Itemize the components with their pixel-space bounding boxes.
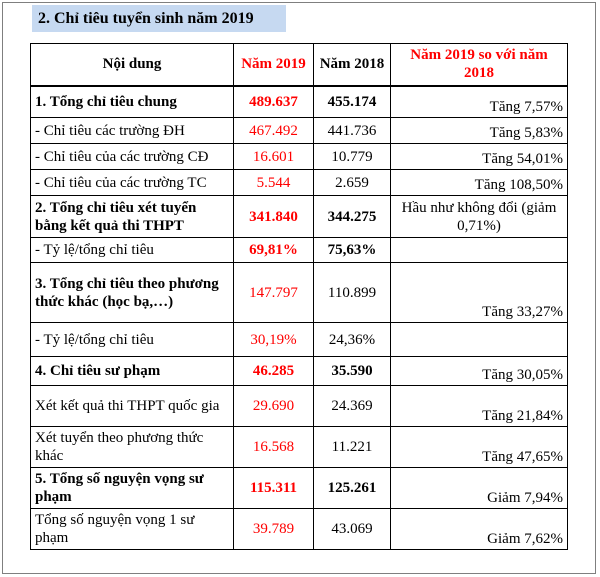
row-compare: Tăng 30,05% bbox=[390, 356, 568, 386]
row-value-2019: 69,81% bbox=[233, 237, 314, 263]
row-compare bbox=[390, 237, 568, 263]
row-value-2019: 489.637 bbox=[233, 85, 314, 118]
table-row: - Tỷ lệ/tổng chỉ tiêu 69,81% 75,63% bbox=[30, 237, 568, 263]
table-header-row: Nội dung Năm 2019 Năm 2018 Năm 2019 so v… bbox=[30, 43, 568, 87]
row-value-2018: 75,63% bbox=[313, 237, 391, 263]
row-value-2018: 441.736 bbox=[313, 117, 391, 144]
row-compare: Tăng 47,65% bbox=[390, 426, 568, 468]
header-compare: Năm 2019 so với năm 2018 bbox=[390, 43, 568, 87]
row-value-2019: 29.690 bbox=[233, 385, 314, 427]
row-value-2018: 344.275 bbox=[313, 195, 391, 238]
row-value-2019: 16.601 bbox=[233, 143, 314, 170]
enrollment-quota-table: Nội dung Năm 2019 Năm 2018 Năm 2019 so v… bbox=[30, 43, 568, 550]
row-compare: Tăng 33,27% bbox=[390, 262, 568, 323]
row-label: Xét tuyển theo phương thức khác bbox=[30, 426, 234, 468]
row-value-2018: 2.659 bbox=[313, 169, 391, 196]
row-label: 4. Chỉ tiêu sư phạm bbox=[30, 356, 234, 386]
row-value-2018: 43.069 bbox=[313, 508, 391, 550]
row-compare: Tăng 5,83% bbox=[390, 117, 568, 144]
table-row: 2. Tổng chỉ tiêu xét tuyển bằng kết quả … bbox=[30, 195, 568, 238]
row-label: - Tỷ lệ/tổng chỉ tiêu bbox=[30, 237, 234, 263]
table-row: 4. Chỉ tiêu sư phạm 46.285 35.590 Tăng 3… bbox=[30, 356, 568, 386]
row-compare: Giảm 7,94% bbox=[390, 467, 568, 509]
row-label: - Chỉ tiêu của các trường TC bbox=[30, 169, 234, 196]
row-label: 3. Tổng chỉ tiêu theo phương thức khác (… bbox=[30, 262, 234, 323]
row-compare: Tăng 54,01% bbox=[390, 143, 568, 170]
table-row: Xét tuyển theo phương thức khác 16.568 1… bbox=[30, 426, 568, 468]
table-row: - Chỉ tiêu của các trường TC 5.544 2.659… bbox=[30, 169, 568, 196]
row-value-2019: 46.285 bbox=[233, 356, 314, 386]
row-value-2019: 5.544 bbox=[233, 169, 314, 196]
row-label: 2. Tổng chỉ tiêu xét tuyển bằng kết quả … bbox=[30, 195, 234, 238]
row-value-2019: 39.789 bbox=[233, 508, 314, 550]
row-value-2018: 24.369 bbox=[313, 385, 391, 427]
row-label: - Chỉ tiêu của các trường CĐ bbox=[30, 143, 234, 170]
table-row: Xét kết quả thi THPT quốc gia 29.690 24.… bbox=[30, 385, 568, 427]
header-2018: Năm 2018 bbox=[313, 43, 391, 87]
row-compare: Tăng 108,50% bbox=[390, 169, 568, 196]
row-value-2018: 35.590 bbox=[313, 356, 391, 386]
row-value-2018: 110.899 bbox=[313, 262, 391, 323]
row-compare: Giảm 7,62% bbox=[390, 508, 568, 550]
header-content: Nội dung bbox=[30, 43, 234, 87]
row-label: 1. Tổng chỉ tiêu chung bbox=[30, 85, 234, 118]
row-value-2019: 467.492 bbox=[233, 117, 314, 144]
section-title: 2. Chỉ tiêu tuyển sinh năm 2019 bbox=[32, 5, 286, 32]
table-row: Tổng số nguyện vọng 1 sư phạm 39.789 43.… bbox=[30, 508, 568, 550]
row-label: 5. Tổng số nguyện vọng sư phạm bbox=[30, 467, 234, 509]
row-value-2019: 147.797 bbox=[233, 262, 314, 323]
row-value-2019: 30,19% bbox=[233, 322, 314, 357]
row-compare: Tăng 21,84% bbox=[390, 385, 568, 427]
row-value-2018: 455.174 bbox=[313, 85, 391, 118]
row-label: Xét kết quả thi THPT quốc gia bbox=[30, 385, 234, 427]
table-row: 5. Tổng số nguyện vọng sư phạm 115.311 1… bbox=[30, 467, 568, 509]
row-value-2019: 16.568 bbox=[233, 426, 314, 468]
table-row: - Tỷ lệ/tổng chỉ tiêu 30,19% 24,36% bbox=[30, 322, 568, 357]
row-value-2019: 341.840 bbox=[233, 195, 314, 238]
table-row: - Chỉ tiêu của các trường CĐ 16.601 10.7… bbox=[30, 143, 568, 170]
row-compare: Tăng 7,57% bbox=[390, 85, 568, 118]
table-row: 1. Tổng chỉ tiêu chung 489.637 455.174 T… bbox=[30, 85, 568, 118]
row-value-2018: 24,36% bbox=[313, 322, 391, 357]
row-compare: Hầu như không đổi (giảm 0,71%) bbox=[390, 195, 568, 238]
row-value-2018: 10.779 bbox=[313, 143, 391, 170]
row-compare bbox=[390, 322, 568, 357]
row-value-2018: 11.221 bbox=[313, 426, 391, 468]
table-row: 3. Tổng chỉ tiêu theo phương thức khác (… bbox=[30, 262, 568, 323]
row-value-2018: 125.261 bbox=[313, 467, 391, 509]
row-label: Tổng số nguyện vọng 1 sư phạm bbox=[30, 508, 234, 550]
row-label: - Tỷ lệ/tổng chỉ tiêu bbox=[30, 322, 234, 357]
row-value-2019: 115.311 bbox=[233, 467, 314, 509]
row-label: - Chỉ tiêu các trường ĐH bbox=[30, 117, 234, 144]
table-row: - Chỉ tiêu các trường ĐH 467.492 441.736… bbox=[30, 117, 568, 144]
header-2019: Năm 2019 bbox=[233, 43, 314, 87]
